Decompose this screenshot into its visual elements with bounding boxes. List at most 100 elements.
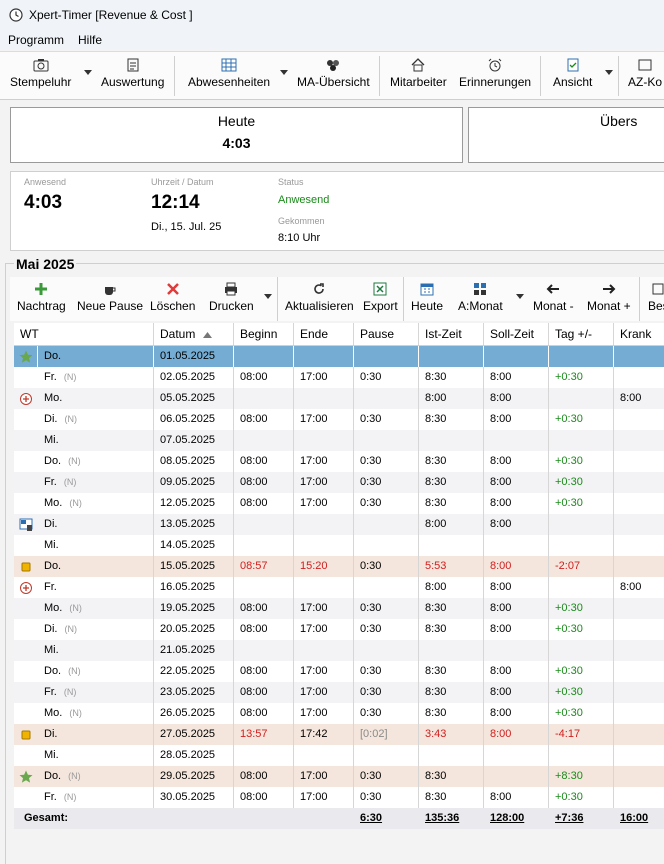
end-cell: 17:00 bbox=[294, 472, 354, 493]
krank-cell bbox=[614, 598, 664, 619]
heute-button[interactable]: Heute bbox=[411, 282, 443, 313]
table-row[interactable]: Di. (N) 06.05.2025 08:00 17:00 0:30 8:30 8:00 +0… bbox=[14, 409, 664, 430]
pause-cell: 0:30 bbox=[354, 682, 419, 703]
sick-icon bbox=[19, 581, 33, 595]
table-row[interactable]: Fr. (N) 09.05.2025 08:00 17:00 0:30 8:30 8:00 +0… bbox=[14, 472, 664, 493]
table-row[interactable]: Fr. (N) 02.05.2025 08:00 17:00 0:30 8:30 8:00 +0… bbox=[14, 367, 664, 388]
col-header-wt[interactable]: WT bbox=[14, 323, 154, 345]
toolbar-separator bbox=[618, 56, 619, 96]
nachtrag-button[interactable]: Nachtrag bbox=[17, 282, 66, 313]
table-row[interactable]: Do. 15.05.2025 08:57 15:20 0:30 5:53 8:00 -2:07 bbox=[14, 556, 664, 577]
toolbar-separator bbox=[174, 56, 175, 96]
table-row[interactable]: Mi. 14.05.2025 bbox=[14, 535, 664, 556]
weekday-cell: Mi. bbox=[38, 535, 154, 556]
arrow-right-icon bbox=[602, 284, 616, 294]
row-icon-cell bbox=[14, 472, 38, 493]
mitarbeiter-button[interactable]: Mitarbeiter bbox=[390, 58, 447, 94]
abwesenheiten-button[interactable]: Abwesenheiten bbox=[188, 58, 270, 94]
settings-icon bbox=[652, 283, 664, 295]
soll-cell: 8:00 bbox=[484, 367, 549, 388]
begin-cell bbox=[234, 577, 294, 598]
pause-cell: 0:30 bbox=[354, 556, 419, 577]
weekday-value: Mi. bbox=[44, 749, 59, 761]
table-row[interactable]: Di. 13.05.2025 8:00 8:00 bbox=[14, 514, 664, 535]
end-cell bbox=[294, 346, 354, 367]
star-icon bbox=[19, 350, 33, 364]
table-row[interactable]: Fr. (N) 30.05.2025 08:00 17:00 0:30 8:30 8:00 +0… bbox=[14, 787, 664, 808]
begin-cell: 08:00 bbox=[234, 787, 294, 808]
col-header-tag[interactable]: Tag +/- bbox=[549, 323, 614, 345]
weekday-value: Fr. bbox=[44, 581, 57, 593]
drucken-label: Drucken bbox=[209, 299, 254, 313]
aktualisieren-button[interactable]: Aktualisieren bbox=[285, 282, 354, 313]
a-monat-button[interactable]: A:Monat bbox=[458, 282, 503, 313]
time-table: WT Datum Beginn Ende Pause Ist-Zeit Soll… bbox=[14, 323, 664, 829]
weekday-value: Do. bbox=[44, 455, 62, 467]
table-row[interactable]: Di. 27.05.2025 13:57 17:42 [0:02] 3:43 8:00 -4:… bbox=[14, 724, 664, 745]
table-header: WT Datum Beginn Ende Pause Ist-Zeit Soll… bbox=[14, 323, 664, 346]
auswertung-button[interactable]: Auswertung bbox=[101, 58, 164, 94]
table-row[interactable]: Mo. (N) 12.05.2025 08:00 17:00 0:30 8:30 8:00 +0… bbox=[14, 493, 664, 514]
col-header-beginn[interactable]: Beginn bbox=[234, 323, 294, 345]
table-row[interactable]: Mo. (N) 19.05.2025 08:00 17:00 0:30 8:30 8:00 +0… bbox=[14, 598, 664, 619]
row-icon-cell bbox=[14, 619, 38, 640]
mitarbeiter-label: Mitarbeiter bbox=[390, 75, 447, 89]
monat-minus-button[interactable]: Monat - bbox=[533, 282, 574, 313]
tag-diff-cell: +0:30 bbox=[549, 703, 614, 724]
note-marker: (N) bbox=[63, 687, 77, 697]
table-row[interactable]: Do. (N) 08.05.2025 08:00 17:00 0:30 8:30 8:00 +0… bbox=[14, 451, 664, 472]
begin-cell: 08:00 bbox=[234, 682, 294, 703]
col-header-pause[interactable]: Pause bbox=[354, 323, 419, 345]
table-row[interactable]: Fr. 16.05.2025 8:00 8:00 8:00 bbox=[14, 577, 664, 598]
stempeluhr-button[interactable]: Stempeluhr bbox=[10, 58, 71, 94]
weekday-value: Mo. bbox=[44, 707, 63, 719]
table-row[interactable]: Do. 01.05.2025 bbox=[14, 346, 664, 367]
ma-uebersicht-button[interactable]: MA-Übersicht bbox=[297, 58, 370, 94]
warning-icon bbox=[21, 730, 31, 740]
monat-plus-button[interactable]: Monat + bbox=[587, 282, 631, 313]
neue-pause-button[interactable]: Neue Pause bbox=[77, 282, 143, 313]
tag-diff-cell bbox=[549, 577, 614, 598]
table-row[interactable]: Fr. (N) 23.05.2025 08:00 17:00 0:30 8:30 8:00 +0… bbox=[14, 682, 664, 703]
menu-hilfe[interactable]: Hilfe bbox=[78, 33, 103, 47]
col-header-datum[interactable]: Datum bbox=[154, 323, 234, 345]
table-row[interactable]: Mi. 21.05.2025 bbox=[14, 640, 664, 661]
col-header-ende[interactable]: Ende bbox=[294, 323, 354, 345]
nachtrag-label: Nachtrag bbox=[17, 299, 66, 313]
col-header-ist[interactable]: Ist-Zeit bbox=[419, 323, 484, 345]
a-monat-dropdown-icon[interactable] bbox=[516, 294, 524, 299]
total-soll: 128:00 bbox=[490, 812, 525, 824]
soll-cell: 8:00 bbox=[484, 409, 549, 430]
people-icon bbox=[327, 60, 340, 71]
az-konto-button[interactable]: AZ-Ko bbox=[628, 58, 662, 94]
weekday-value: Fr. bbox=[44, 686, 57, 698]
export-button[interactable]: Export bbox=[363, 282, 398, 313]
note-marker: (N) bbox=[68, 771, 81, 781]
table-row[interactable]: Do. (N) 29.05.2025 08:00 17:00 0:30 8:30 +8:30 bbox=[14, 766, 664, 787]
time-value: 12:14 bbox=[151, 192, 200, 213]
menu-programm[interactable]: Programm bbox=[8, 33, 65, 47]
table-row[interactable]: Mi. 28.05.2025 bbox=[14, 745, 664, 766]
begin-cell: 08:00 bbox=[234, 703, 294, 724]
table-row[interactable]: Mo. (N) 26.05.2025 08:00 17:00 0:30 8:30 8:00 +0… bbox=[14, 703, 664, 724]
bes-button[interactable]: Bes bbox=[648, 282, 664, 313]
end-cell: 17:00 bbox=[294, 598, 354, 619]
ansicht-button[interactable]: Ansicht bbox=[553, 58, 592, 94]
table-row[interactable]: Do. (N) 22.05.2025 08:00 17:00 0:30 8:30 8:00 +0… bbox=[14, 661, 664, 682]
drucken-button[interactable]: Drucken bbox=[209, 282, 254, 313]
ansicht-dropdown-icon[interactable] bbox=[605, 70, 613, 75]
stempeluhr-dropdown-icon[interactable] bbox=[84, 70, 92, 75]
erinnerungen-button[interactable]: Erinnerungen bbox=[459, 58, 531, 94]
col-header-soll[interactable]: Soll-Zeit bbox=[484, 323, 549, 345]
abwesenheiten-dropdown-icon[interactable] bbox=[280, 70, 288, 75]
drucken-dropdown-icon[interactable] bbox=[264, 294, 272, 299]
soll-cell: 8:00 bbox=[484, 514, 549, 535]
table-row[interactable]: Di. (N) 20.05.2025 08:00 17:00 0:30 8:30 8:00 +0… bbox=[14, 619, 664, 640]
table-row[interactable]: Mo. 05.05.2025 8:00 8:00 8:00 bbox=[14, 388, 664, 409]
table-row[interactable]: Mi. 07.05.2025 bbox=[14, 430, 664, 451]
loeschen-button[interactable]: Löschen bbox=[150, 282, 195, 313]
tag-diff-cell bbox=[549, 514, 614, 535]
end-cell bbox=[294, 577, 354, 598]
col-header-krank[interactable]: Krank bbox=[614, 323, 664, 345]
end-cell: 17:00 bbox=[294, 409, 354, 430]
